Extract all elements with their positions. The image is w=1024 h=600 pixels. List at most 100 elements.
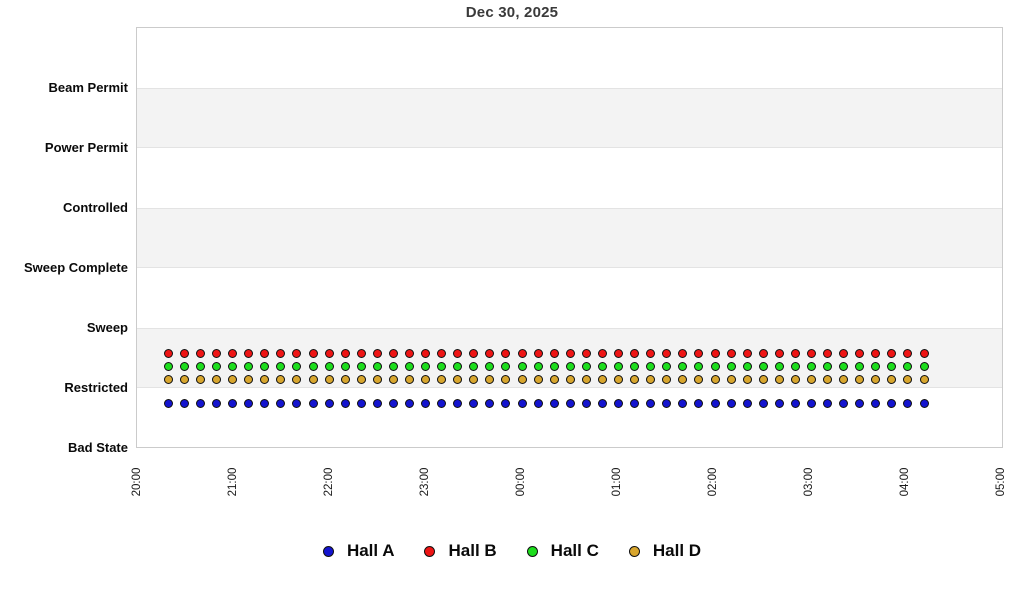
data-point-hall-c <box>710 361 720 371</box>
data-point-hall-a <box>790 398 800 408</box>
data-point-hall-a <box>774 398 784 408</box>
data-point-hall-b <box>887 348 897 358</box>
legend-dot-icon <box>322 545 334 557</box>
data-point-hall-d <box>485 374 495 384</box>
data-point-hall-d <box>372 374 382 384</box>
x-tick-label-0100: 01:00 <box>611 467 623 497</box>
data-point-hall-a <box>469 398 479 408</box>
legend-label: Hall C <box>550 541 599 560</box>
data-point-hall-c <box>919 361 929 371</box>
legend-dot-icon <box>526 545 538 557</box>
data-point-hall-d <box>919 374 929 384</box>
legend-label: Hall D <box>652 541 702 560</box>
data-point-hall-d <box>855 374 865 384</box>
data-point-hall-a <box>533 398 543 408</box>
legend-item-hall-c: Hall C <box>526 541 599 561</box>
data-point-hall-a <box>597 398 607 408</box>
data-point-hall-b <box>340 348 350 358</box>
data-point-hall-b <box>646 348 656 358</box>
data-point-hall-c <box>276 361 286 371</box>
data-point-hall-c <box>195 361 205 371</box>
data-point-hall-b <box>469 348 479 358</box>
data-point-hall-b <box>662 348 672 358</box>
data-point-hall-d <box>228 374 238 384</box>
data-point-hall-b <box>823 348 833 358</box>
data-point-hall-b <box>903 348 913 358</box>
data-point-hall-d <box>823 374 833 384</box>
data-point-hall-b <box>453 348 463 358</box>
data-point-hall-c <box>453 361 463 371</box>
data-point-hall-c <box>421 361 431 371</box>
data-point-hall-a <box>501 398 511 408</box>
data-point-hall-d <box>324 374 334 384</box>
data-point-hall-c <box>340 361 350 371</box>
data-point-hall-a <box>919 398 929 408</box>
data-point-hall-d <box>292 374 302 384</box>
data-point-hall-a <box>421 398 431 408</box>
data-point-hall-c <box>405 361 414 371</box>
data-point-hall-b <box>228 348 238 358</box>
data-point-hall-c <box>485 361 495 371</box>
data-point-hall-b <box>726 348 736 358</box>
data-point-hall-d <box>662 374 672 384</box>
chart-title: Dec 30, 2025 <box>465 4 559 21</box>
data-point-hall-b <box>790 348 800 358</box>
data-point-hall-c <box>790 361 800 371</box>
data-point-hall-d <box>260 374 270 384</box>
data-point-hall-b <box>372 348 382 358</box>
x-tick-label-0000: 00:00 <box>515 467 527 497</box>
data-point-hall-d <box>887 374 897 384</box>
data-point-hall-a <box>405 398 414 408</box>
data-point-hall-d <box>758 374 768 384</box>
data-point-hall-c <box>839 361 849 371</box>
data-point-hall-c <box>597 361 607 371</box>
legend-item-hall-b: Hall B <box>424 541 497 561</box>
data-point-hall-d <box>839 374 849 384</box>
data-point-hall-c <box>871 361 881 371</box>
data-point-hall-b <box>839 348 849 358</box>
x-tick-label-0200: 02:00 <box>707 467 719 497</box>
data-point-hall-a <box>710 398 720 408</box>
data-point-hall-b <box>195 348 205 358</box>
data-point-hall-b <box>260 348 270 358</box>
data-point-hall-c <box>565 361 575 371</box>
data-point-hall-a <box>356 398 366 408</box>
data-point-hall-b <box>630 348 640 358</box>
data-point-hall-d <box>694 374 704 384</box>
y-tick-label-sweep-complete: Sweep Complete <box>23 260 128 275</box>
data-point-hall-b <box>276 348 286 358</box>
data-point-hall-b <box>212 348 222 358</box>
data-point-hall-c <box>469 361 479 371</box>
data-point-hall-d <box>195 374 205 384</box>
data-point-hall-a <box>340 398 350 408</box>
data-point-hall-c <box>662 361 672 371</box>
data-point-hall-c <box>549 361 559 371</box>
data-point-hall-d <box>742 374 752 384</box>
data-point-hall-d <box>774 374 784 384</box>
data-point-hall-a <box>871 398 881 408</box>
data-point-hall-a <box>163 398 173 408</box>
data-point-hall-c <box>244 361 254 371</box>
data-point-hall-d <box>276 374 286 384</box>
data-point-hall-d <box>790 374 800 384</box>
data-point-hall-b <box>807 348 816 358</box>
data-point-hall-d <box>581 374 591 384</box>
data-point-hall-a <box>276 398 286 408</box>
data-point-hall-c <box>614 361 624 371</box>
data-point-hall-b <box>694 348 704 358</box>
plot-area <box>136 27 1003 448</box>
data-point-hall-c <box>437 361 447 371</box>
data-point-hall-c <box>324 361 334 371</box>
data-point-hall-a <box>517 398 527 408</box>
data-point-hall-a <box>694 398 704 408</box>
legend-label: Hall A <box>346 541 395 560</box>
data-point-hall-d <box>678 374 688 384</box>
data-point-hall-b <box>388 348 398 358</box>
x-tick-label-2000: 20:00 <box>131 467 143 497</box>
data-point-hall-d <box>710 374 720 384</box>
data-point-hall-c <box>823 361 833 371</box>
data-point-hall-b <box>710 348 720 358</box>
data-point-hall-b <box>678 348 688 358</box>
data-point-hall-a <box>678 398 688 408</box>
